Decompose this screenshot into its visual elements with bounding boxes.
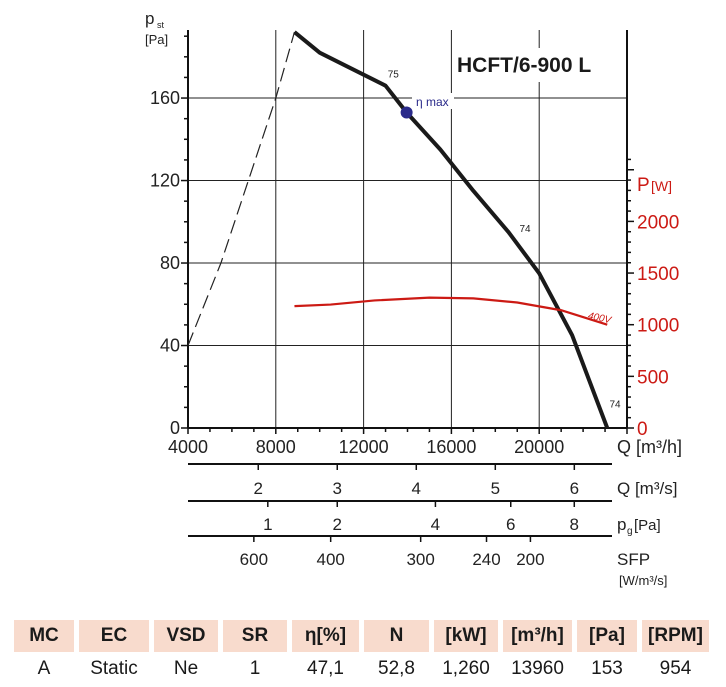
y-axis-unit: [Pa] [145, 32, 168, 47]
series-400V [294, 296, 608, 326]
secondary-axis-tick-label: 6 [506, 515, 515, 534]
header-rpm: [RPM] [642, 620, 709, 652]
x-tick-label: 4000 [168, 437, 208, 457]
fan-data-table: MC EC VSD SR η[%] N [kW] [m³/h] [Pa] [RP… [14, 620, 709, 686]
y-tick-label: 120 [150, 171, 180, 191]
value-vsd: Ne [173, 658, 199, 679]
header-pa: [Pa] [577, 620, 637, 652]
value-ec: Static [90, 658, 138, 679]
eta-label-bg [412, 93, 454, 109]
secondary-axis-tick-label: 2 [254, 479, 263, 498]
curve-efficiency-label: 74 [519, 224, 531, 235]
x-tick-label: 8000 [256, 437, 296, 457]
header-vsd: VSD [154, 620, 218, 652]
series-pressure-stall-dashed [187, 31, 296, 346]
secondary-axis-label: SFP [617, 550, 650, 569]
y-tick-label: 80 [160, 253, 180, 273]
header-flow: [m³/h] [503, 620, 572, 652]
secondary-axis-tick-label: 8 [570, 515, 579, 534]
eta-max-point [400, 106, 413, 119]
secondary-axis-tick-label: 300 [406, 550, 434, 569]
header-eta: η[%] [292, 620, 359, 652]
secondary-axis-tick-label: 1 [263, 515, 272, 534]
title-bg [452, 48, 608, 82]
y-tick-label: 0 [170, 418, 180, 438]
header-ec: EC [79, 620, 149, 652]
secondary-axis-tick-label: 400 [316, 550, 344, 569]
y2-tick-label: 500 [637, 367, 669, 388]
secondary-axis-tick-label: 4 [412, 479, 421, 498]
header-kw: [kW] [434, 620, 498, 652]
value-flow: 13960 [511, 658, 564, 679]
secondary-axis-tick-label: 2 [333, 515, 342, 534]
y2-axis-label: P [637, 175, 650, 196]
header-mc: MC [14, 620, 74, 652]
value-eta: 47,1 [307, 658, 344, 679]
y-axis-label: p [145, 9, 154, 28]
x-tick-label: 20000 [514, 437, 564, 457]
y2-axis-unit: [W] [651, 178, 672, 194]
secondary-axis-label-sub: g [627, 526, 633, 537]
secondary-axis-unit: [W/m³/s] [619, 573, 667, 588]
x-tick-label: 16000 [426, 437, 476, 457]
y-tick-label: 40 [160, 336, 180, 356]
secondary-axis-tick-label: 6 [570, 479, 579, 498]
secondary-axis-tick-label: 600 [240, 550, 268, 569]
eta-max-label: η max [416, 95, 449, 109]
fan-curve-chart: 4000 8000 12000 16000 2000004080120160050010… [145, 9, 682, 588]
value-rpm: 954 [659, 658, 692, 679]
series-400v-label: 400V [587, 311, 613, 327]
secondary-axis-label: Q [m³/s] [617, 479, 677, 498]
value-sr: 1 [249, 658, 261, 679]
value-kw: 1,260 [442, 658, 490, 679]
secondary-axis-tick-label: 3 [333, 479, 342, 498]
y-axis-label-sub: st [157, 20, 165, 30]
secondary-axis-label: p [617, 515, 626, 534]
value-mc: A [37, 658, 51, 679]
curve-efficiency-label: 75 [388, 69, 400, 80]
secondary-axis-tick-label: 4 [431, 515, 440, 534]
secondary-axis-tick-label: 240 [472, 550, 500, 569]
x-tick-label: 12000 [339, 437, 389, 457]
y-tick-label: 160 [150, 88, 180, 108]
value-pa: 153 [591, 658, 623, 679]
y2-tick-label: 1500 [637, 264, 679, 285]
y2-tick-label: 1000 [637, 316, 679, 337]
header-n: N [364, 620, 429, 652]
series-pressure-curve [293, 30, 610, 429]
secondary-axis-unit: [Pa] [634, 517, 661, 534]
y2-tick-label: 0 [637, 419, 648, 440]
secondary-axis-tick-label: 5 [491, 479, 500, 498]
chart-title: HCFT/6-900 L [457, 54, 591, 77]
curve-efficiency-label: 74 [609, 399, 621, 410]
value-n: 52,8 [378, 658, 415, 679]
secondary-axis-tick-label: 200 [516, 550, 544, 569]
header-sr: SR [223, 620, 287, 652]
y2-tick-label: 2000 [637, 212, 679, 233]
x-axis-label: Q [m³/h] [617, 437, 682, 457]
